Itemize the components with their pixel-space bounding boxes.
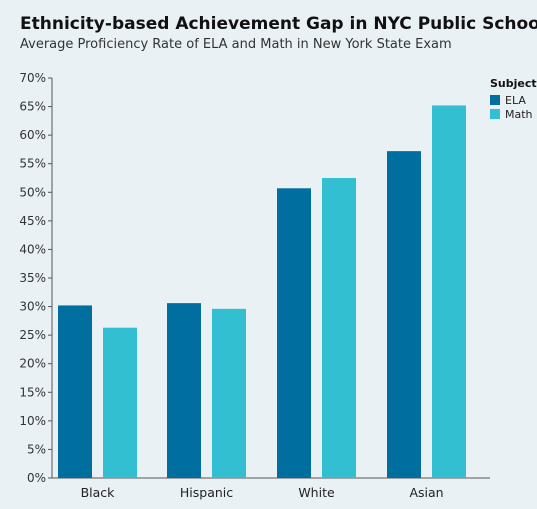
y-tick-label: 20% [19,357,46,371]
bar-ela-black [58,305,92,478]
y-tick-label: 50% [19,185,46,199]
y-tick-label: 70% [19,71,46,85]
bar-math-black [103,327,137,478]
x-category-label: Asian [409,485,443,500]
bar-ela-asian [387,151,421,478]
legend-label-ela: ELA [505,93,526,107]
y-tick-label: 60% [19,128,46,142]
y-tick-label: 35% [19,271,46,285]
legend-title: Subject [490,77,537,90]
legend-item-math: Math [490,107,537,121]
y-tick-label: 40% [19,242,46,256]
x-category-label: Black [81,485,116,500]
legend-swatch-math [490,109,500,119]
y-tick-label: 0% [27,471,46,485]
legend-item-ela: ELA [490,93,537,107]
y-tick-label: 5% [27,442,46,456]
y-tick-label: 65% [19,100,46,114]
bar-math-asian [432,105,466,478]
y-tick-label: 30% [19,300,46,314]
legend-label-math: Math [505,107,533,121]
y-tick-label: 55% [19,157,46,171]
x-category-label: White [298,485,335,500]
chart-subtitle: Average Proficiency Rate of ELA and Math… [20,37,452,52]
chart-title: Ethnicity-based Achievement Gap in NYC P… [20,14,537,34]
bar-math-white [322,178,356,478]
legend-swatch-ela [490,95,500,105]
y-tick-label: 10% [19,414,46,428]
x-category-label: Hispanic [180,485,233,500]
legend: Subject ELA Math [490,77,537,121]
y-tick-label: 45% [19,214,46,228]
bar-ela-white [277,188,311,479]
bar-math-hispanic [212,308,246,478]
bar-ela-hispanic [167,303,201,478]
y-tick-label: 25% [19,328,46,342]
y-tick-label: 15% [19,385,46,399]
